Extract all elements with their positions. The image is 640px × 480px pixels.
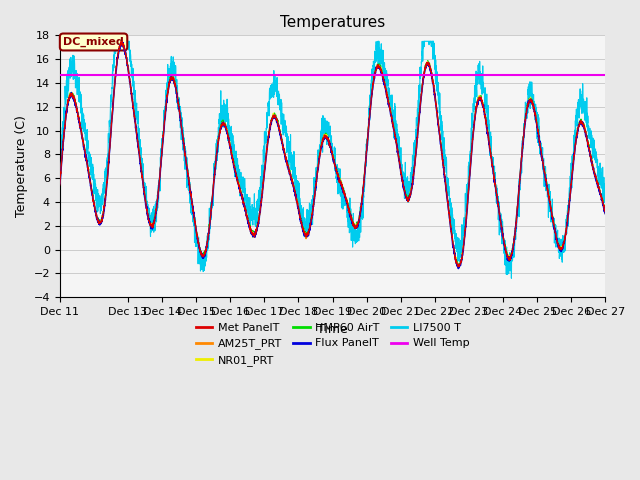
Text: DC_mixed: DC_mixed: [63, 37, 124, 47]
Line: AM25T_PRT: AM25T_PRT: [60, 42, 605, 268]
AM25T_PRT: [454, 265, 462, 271]
HMP60 AirT: [451, 250, 458, 256]
HMP60 AirT: [518, 145, 526, 151]
LI7500 T: [508, 276, 515, 281]
LI7500 T: [111, 38, 119, 44]
Met PanelT: [118, 38, 126, 44]
Met PanelT: [168, 74, 175, 80]
HMP60 AirT: [602, 209, 609, 215]
Flux PanelT: [56, 181, 63, 187]
Met PanelT: [451, 251, 458, 257]
Flux PanelT: [451, 250, 458, 256]
Met PanelT: [454, 264, 462, 270]
NR01_PRT: [454, 265, 462, 271]
LI7500 T: [596, 175, 604, 181]
LI7500 T: [518, 138, 526, 144]
Met PanelT: [56, 182, 63, 188]
NR01_PRT: [403, 194, 410, 200]
HMP60 AirT: [168, 75, 175, 81]
Line: HMP60 AirT: HMP60 AirT: [60, 41, 605, 266]
Line: Flux PanelT: Flux PanelT: [60, 42, 605, 268]
Flux PanelT: [168, 76, 175, 82]
Flux PanelT: [403, 195, 410, 201]
X-axis label: Time: Time: [317, 323, 348, 336]
Flux PanelT: [486, 145, 493, 151]
AM25T_PRT: [451, 252, 458, 257]
Flux PanelT: [454, 265, 462, 271]
LI7500 T: [486, 130, 493, 135]
NR01_PRT: [602, 210, 609, 216]
NR01_PRT: [168, 74, 175, 80]
NR01_PRT: [596, 188, 604, 193]
AM25T_PRT: [518, 147, 526, 153]
LI7500 T: [403, 197, 410, 203]
NR01_PRT: [451, 250, 458, 256]
Flux PanelT: [602, 211, 609, 216]
Line: Met PanelT: Met PanelT: [60, 41, 605, 267]
Legend: Met PanelT, AM25T_PRT, NR01_PRT, HMP60 AirT, Flux PanelT, LI7500 T, Well Temp: Met PanelT, AM25T_PRT, NR01_PRT, HMP60 A…: [191, 319, 474, 370]
HMP60 AirT: [56, 179, 63, 184]
Flux PanelT: [518, 147, 526, 153]
HMP60 AirT: [117, 38, 125, 44]
Met PanelT: [486, 144, 493, 149]
NR01_PRT: [56, 180, 63, 186]
HMP60 AirT: [596, 187, 604, 192]
Line: LI7500 T: LI7500 T: [60, 41, 605, 278]
Title: Temperatures: Temperatures: [280, 15, 385, 30]
NR01_PRT: [518, 147, 526, 153]
NR01_PRT: [486, 142, 493, 147]
AM25T_PRT: [117, 39, 125, 45]
AM25T_PRT: [403, 194, 410, 200]
LI7500 T: [451, 235, 458, 241]
AM25T_PRT: [56, 181, 63, 187]
LI7500 T: [602, 182, 609, 188]
LI7500 T: [56, 172, 63, 178]
HMP60 AirT: [403, 193, 410, 199]
HMP60 AirT: [455, 264, 463, 269]
Met PanelT: [596, 188, 604, 193]
NR01_PRT: [118, 39, 125, 45]
LI7500 T: [168, 73, 175, 79]
AM25T_PRT: [602, 209, 609, 215]
HMP60 AirT: [486, 143, 493, 148]
Line: NR01_PRT: NR01_PRT: [60, 42, 605, 268]
Met PanelT: [403, 195, 410, 201]
Met PanelT: [602, 209, 609, 215]
AM25T_PRT: [486, 145, 493, 151]
Flux PanelT: [596, 190, 604, 195]
Y-axis label: Temperature (C): Temperature (C): [15, 115, 28, 217]
Met PanelT: [518, 144, 526, 150]
Flux PanelT: [118, 39, 126, 45]
AM25T_PRT: [596, 188, 604, 193]
AM25T_PRT: [168, 76, 175, 82]
